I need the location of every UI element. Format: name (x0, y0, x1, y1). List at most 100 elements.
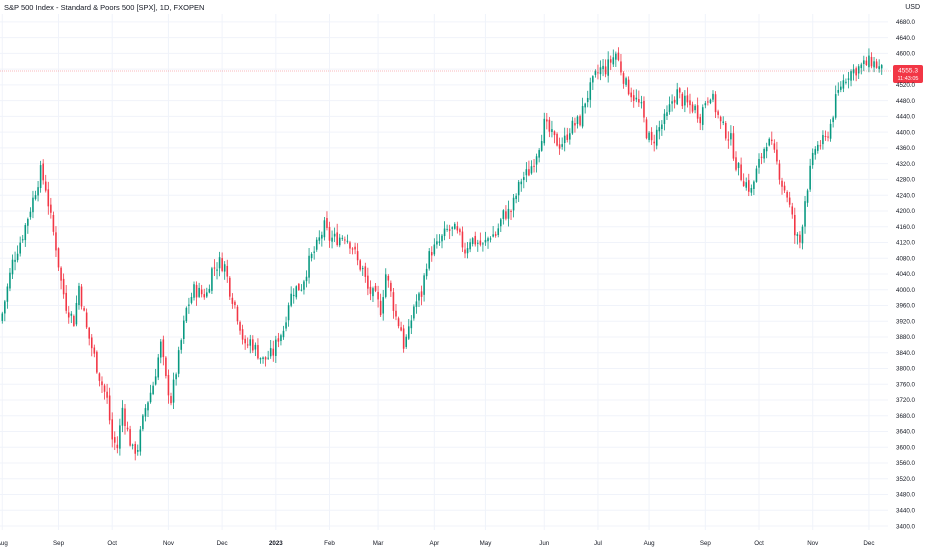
candle-body (786, 191, 788, 198)
candle-body (67, 312, 70, 318)
candle-body (351, 248, 354, 250)
candle-body (124, 408, 126, 427)
candle-body (203, 294, 206, 298)
candle-body (520, 181, 523, 185)
y-tick-label: 4640.0 (896, 35, 915, 42)
candle (773, 139, 776, 153)
candle (650, 127, 653, 146)
candle-body (433, 244, 436, 255)
candle-body (313, 251, 315, 253)
candle-body (814, 149, 817, 155)
x-tick-label: 2023 (269, 540, 283, 547)
candle (4, 299, 6, 322)
candle-body (543, 118, 546, 144)
candle-body (489, 238, 492, 240)
candle (648, 131, 650, 143)
candle (269, 339, 272, 359)
candle (494, 231, 497, 238)
candle (93, 344, 96, 358)
candle (203, 288, 206, 300)
candle-body (528, 169, 530, 176)
candle-body (101, 381, 103, 386)
time-axis[interactable]: Aug Sep Oct Nov Dec 2023 Feb Mar Apr May Jun Jul Aug… (0, 540, 874, 547)
grid-lines (0, 14, 888, 530)
candle (70, 311, 73, 324)
candle (103, 383, 106, 400)
candle-body (466, 248, 469, 254)
candle-body (436, 241, 438, 245)
price-axis[interactable]: 3400.0 3440.0 3480.0 3520.0 3560.0 3600.0 3640… (896, 19, 915, 530)
candle-body (218, 257, 221, 269)
candle-body (269, 348, 272, 357)
candle-body (341, 237, 344, 239)
candle-body (162, 339, 165, 358)
candle-body (689, 100, 691, 106)
candle (67, 306, 70, 324)
candle (719, 115, 722, 129)
candle (177, 346, 180, 378)
candle-body (678, 88, 681, 93)
candle-body (878, 66, 880, 70)
candle-body (246, 344, 249, 346)
candle-body (149, 392, 152, 403)
candle (681, 92, 684, 110)
candle-body (860, 64, 863, 69)
candle (453, 222, 456, 230)
y-tick-label: 4280.0 (896, 177, 915, 184)
candle (474, 231, 477, 247)
candle (579, 114, 581, 127)
candle-body (287, 305, 290, 321)
candle (379, 293, 382, 317)
candle (55, 226, 57, 258)
candle-body (441, 235, 443, 242)
currency-label[interactable]: USD (905, 4, 920, 11)
candle (832, 115, 834, 128)
candle (387, 274, 390, 288)
candle (298, 282, 300, 291)
candle (9, 268, 11, 292)
candle-body (27, 218, 29, 226)
candle-body (719, 116, 722, 122)
candle-body (791, 206, 794, 215)
candle-body (9, 272, 11, 289)
candle (791, 202, 794, 219)
candle (144, 404, 147, 422)
candle (34, 190, 37, 201)
candle-body (758, 158, 760, 168)
candle-body (714, 94, 717, 113)
candle (384, 268, 387, 299)
candle (108, 387, 111, 425)
candle-body (405, 336, 408, 347)
candle-body (459, 229, 461, 233)
candle (80, 283, 83, 310)
candle (737, 162, 740, 176)
candle (632, 89, 635, 108)
candle (259, 357, 262, 364)
candle-body (428, 251, 431, 269)
candle-body (850, 71, 852, 81)
candle (216, 262, 218, 280)
candle (817, 141, 819, 154)
candle (254, 342, 257, 357)
candle-body (392, 292, 395, 311)
candle (566, 127, 569, 143)
candle (699, 113, 702, 131)
candle-body (563, 135, 566, 144)
candle-body (367, 275, 369, 289)
y-tick-label: 3880.0 (896, 334, 915, 341)
candle-body (461, 231, 464, 248)
candle (548, 117, 551, 138)
candle (305, 270, 308, 288)
y-tick-label: 3760.0 (896, 381, 915, 388)
candle (538, 148, 540, 163)
candle-body (310, 254, 313, 259)
candle-body (476, 242, 479, 244)
candle-body (267, 357, 269, 359)
candle-body (126, 427, 129, 430)
candle (27, 217, 29, 234)
candle (482, 242, 484, 252)
candle-body (295, 286, 298, 298)
candle-body (500, 219, 502, 227)
